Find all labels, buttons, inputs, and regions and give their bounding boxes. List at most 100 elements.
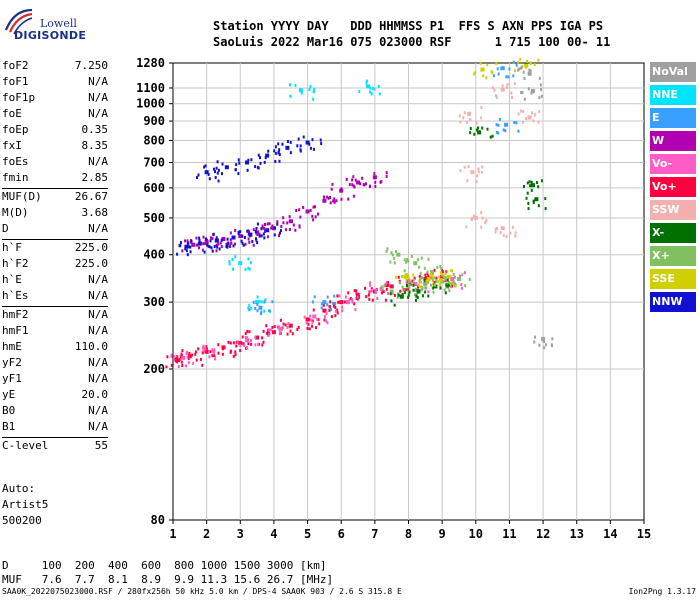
echo-trace (216, 160, 219, 164)
echo-trace (201, 346, 204, 350)
echo-point (214, 238, 219, 243)
param-label: foEs (2, 155, 29, 168)
echo-trace (407, 284, 410, 288)
param-value: 20.0 (81, 388, 109, 401)
echo-trace (299, 144, 302, 148)
echo-trace (463, 271, 466, 275)
echo-trace (316, 212, 319, 216)
echo-trace (238, 161, 241, 165)
legend-item: NNW (650, 292, 696, 312)
echo-trace (385, 284, 388, 288)
echo-trace (550, 343, 553, 347)
auto-program: Artist5 (2, 498, 49, 511)
echo-trace (311, 319, 314, 323)
echo-trace (228, 260, 231, 264)
echo-point (366, 84, 371, 89)
echo-point (305, 140, 310, 145)
echo-trace (244, 267, 247, 271)
echo-trace (496, 226, 499, 230)
echo-trace (333, 197, 336, 201)
echo-trace (498, 117, 501, 121)
echo-trace (518, 67, 521, 71)
echo-trace (208, 355, 211, 359)
echo-trace (411, 279, 414, 283)
echo-trace (177, 359, 180, 363)
echo-trace (414, 288, 417, 292)
echo-trace (505, 75, 508, 79)
echo-trace (246, 329, 249, 333)
echo-trace (349, 296, 352, 300)
echo-point (187, 354, 192, 359)
echo-trace (382, 289, 385, 293)
echo-trace (273, 330, 276, 334)
echo-trace (444, 279, 447, 283)
echo-trace (435, 276, 438, 280)
echo-trace (535, 197, 538, 201)
legend-item: Vo- (650, 154, 696, 174)
echo-trace (489, 135, 492, 139)
echo-trace (258, 232, 261, 236)
echo-trace (348, 297, 351, 301)
echo-trace (371, 298, 374, 302)
echo-trace (328, 305, 331, 309)
echo-trace (509, 231, 512, 235)
echo-trace (263, 226, 266, 230)
echo-trace (316, 317, 319, 321)
echo-trace (499, 231, 502, 235)
echo-trace (217, 343, 220, 347)
echo-trace (267, 309, 270, 313)
echo-trace (494, 227, 497, 231)
echo-trace (340, 189, 343, 193)
echo-trace (289, 151, 292, 155)
echo-trace (320, 306, 323, 310)
echo-trace (347, 197, 350, 201)
echo-trace (385, 249, 388, 253)
echo-trace (401, 285, 404, 289)
echo-trace (268, 328, 271, 332)
echo-trace (212, 350, 215, 354)
echo-trace (180, 360, 183, 364)
param-row: yF1 N/A (2, 371, 108, 387)
param-row: fxI 8.35 (2, 138, 108, 154)
echo-trace (221, 352, 224, 356)
param-value: 8.35 (81, 139, 109, 152)
echo-trace (278, 234, 281, 238)
echo-trace (191, 353, 194, 357)
echo-trace (274, 159, 277, 163)
echo-trace (404, 273, 407, 277)
echo-trace (468, 277, 471, 281)
echo-trace (326, 303, 329, 307)
echo-trace (351, 183, 354, 187)
echo-trace (187, 245, 190, 249)
echo-trace (279, 229, 282, 233)
legend-item: Vo+ (650, 177, 696, 197)
echo-trace (405, 283, 408, 287)
echo-trace (326, 195, 329, 199)
echo-trace (313, 295, 316, 299)
echo-trace (259, 161, 262, 165)
echo-point (204, 240, 209, 245)
echo-trace (298, 208, 301, 212)
echo-trace (204, 164, 207, 168)
echo-trace (241, 234, 244, 238)
echo-trace (232, 341, 235, 345)
echo-trace (454, 284, 457, 288)
echo-trace (504, 129, 507, 133)
echo-trace (407, 287, 410, 291)
echo-trace (254, 229, 257, 233)
echo-trace (260, 300, 263, 304)
echo-trace (320, 302, 323, 306)
echo-trace (326, 321, 329, 325)
echo-trace (531, 111, 534, 115)
echo-trace (372, 86, 375, 90)
echo-trace (248, 303, 251, 307)
echo-trace (210, 246, 213, 250)
echo-trace (237, 172, 240, 176)
echo-trace (325, 312, 328, 316)
echo-trace (330, 308, 333, 312)
echo-trace (464, 284, 467, 288)
echo-trace (271, 224, 274, 228)
param-label: h`Es (2, 289, 29, 302)
echo-trace (386, 292, 389, 296)
echo-trace (501, 84, 504, 88)
